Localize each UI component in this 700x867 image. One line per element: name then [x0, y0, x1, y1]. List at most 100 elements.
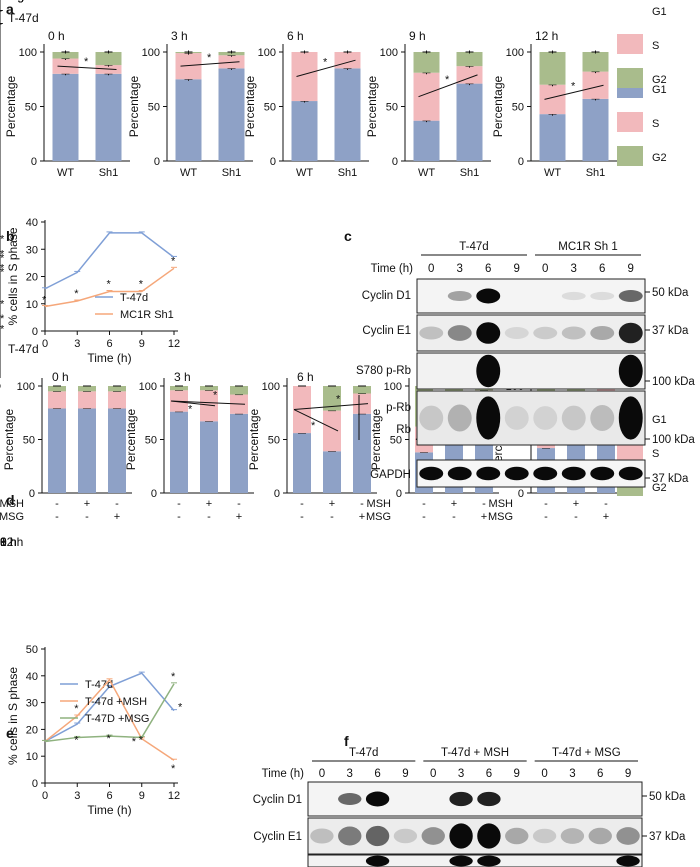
significance-line — [180, 61, 240, 67]
blot-band — [590, 405, 615, 431]
y-tick-label-a: 100 — [19, 47, 37, 59]
significance-star: * — [0, 249, 5, 261]
blot-band — [561, 326, 586, 340]
blot-lane-time: 0 — [319, 768, 325, 780]
y-tick-label-d: 50 — [390, 435, 402, 447]
blot-band — [618, 466, 643, 481]
blot-band — [476, 466, 501, 481]
significance-star: * — [207, 52, 212, 64]
blot-lane-time: 3 — [571, 263, 577, 275]
legend-swatch-g2 — [617, 68, 643, 88]
bar-segment-g1 — [78, 408, 96, 493]
y-tick-label-d: 100 — [139, 381, 157, 393]
blot-band — [365, 855, 390, 867]
blot-band — [393, 828, 418, 844]
treatment-row-label: MSG — [0, 511, 24, 523]
panel-label-b: b — [6, 228, 15, 244]
treatment-sign: - — [544, 511, 548, 523]
blot-lane-time: 6 — [597, 768, 603, 780]
treatment-sign: - — [0, 18, 2, 30]
y-axis-label-d: Percentage — [0, 0, 31, 3]
blot-row-label: Cyclin D1 — [253, 794, 302, 806]
treatment-sign: - — [0, 5, 2, 17]
bar-segment-s — [200, 390, 218, 422]
subplot-title-a: 0 h — [48, 29, 65, 43]
blot-band — [504, 466, 529, 481]
blot-marker-label: 37 kDa — [652, 325, 689, 337]
blot-band — [561, 405, 586, 431]
y-tick-label-e: 10 — [26, 751, 38, 763]
blot-lane-time: 9 — [514, 263, 520, 275]
treatment-sign: - — [604, 498, 608, 510]
significance-star: * — [445, 74, 450, 86]
treatment-sign: - — [55, 498, 59, 510]
y-tick-label-a: 50 — [512, 102, 524, 114]
bar-segment-g2 — [78, 386, 96, 392]
y-tick-label-d: 0 — [151, 488, 157, 500]
blot-band — [590, 466, 615, 481]
bar-segment-g2 — [218, 52, 245, 56]
subplot-title-d: 12 h — [0, 535, 23, 549]
blot-strip — [307, 781, 643, 817]
bar-segment-s — [175, 53, 202, 80]
treatment-sign: - — [300, 511, 304, 523]
bar-segment-s — [334, 52, 361, 69]
bar-segment-g2 — [48, 386, 66, 392]
blot-group-label: T-47d + MSH — [441, 747, 509, 759]
blot-band — [310, 828, 334, 844]
legend-label-g1: G1 — [652, 6, 667, 18]
bar-segment-s — [293, 386, 311, 434]
treatment-row-label: MSH — [0, 498, 24, 510]
blot-lane-time: 6 — [486, 768, 492, 780]
treatment-row-label: MSH — [489, 498, 514, 510]
blot-lane-time: 6 — [599, 263, 605, 275]
blot-lane-time: 9 — [402, 768, 408, 780]
y-axis-label-a: Percentage — [127, 75, 141, 137]
significance-line — [544, 84, 604, 100]
series-line-2 — [44, 683, 175, 743]
blot-row-label: p-Rb — [386, 402, 411, 414]
significance-star: * — [311, 420, 316, 432]
significance-star: * — [0, 323, 5, 335]
subplot-title-d: 9 h — [0, 535, 17, 549]
significance-line — [418, 74, 478, 98]
category-label: WT — [544, 167, 561, 179]
blot-band — [338, 826, 362, 846]
significance-star: * — [132, 736, 137, 748]
bar-segment-s — [291, 52, 318, 102]
blot-band — [476, 396, 501, 440]
category-label: Sh1 — [222, 167, 242, 179]
blot-band — [561, 466, 586, 481]
bar-segment-s — [218, 55, 245, 69]
blot-band — [533, 326, 558, 340]
blot-band — [365, 825, 390, 847]
treatment-sign: - — [0, 18, 2, 30]
blot-band — [616, 855, 640, 867]
y-axis-label-d: Percentage — [0, 0, 31, 3]
treatment-sign: + — [0, 5, 3, 17]
subplot-title-d: 3 h — [0, 535, 17, 549]
treatment-sign: - — [0, 5, 2, 17]
blot-row-label: GAPDH — [370, 469, 411, 481]
y-tick-label-a: 0 — [270, 156, 276, 168]
blot-band — [476, 322, 501, 344]
significance-line — [296, 59, 356, 78]
y-tick-label-e: 20 — [26, 724, 38, 736]
treatment-sign: + — [481, 511, 487, 523]
significance-star: * — [323, 56, 328, 68]
blot-group-label: T-47d — [459, 241, 488, 253]
legend-label-s: S — [652, 40, 659, 52]
blot-band — [447, 290, 472, 302]
treatment-sign: + — [0, 18, 3, 30]
panel-label-e: e — [6, 725, 14, 741]
blot-band — [338, 793, 362, 805]
blot-band — [449, 791, 473, 807]
subplot-title-d: 6 h — [0, 535, 17, 549]
treatment-sign: + — [206, 498, 212, 510]
y-axis-label-d: Percentage — [247, 408, 261, 470]
bar-segment-g2 — [456, 52, 483, 67]
y-tick-label-a: 0 — [518, 156, 524, 168]
blot-marker-label: 100 kDa — [652, 376, 695, 388]
x-tick-label-b: 3 — [74, 338, 80, 350]
